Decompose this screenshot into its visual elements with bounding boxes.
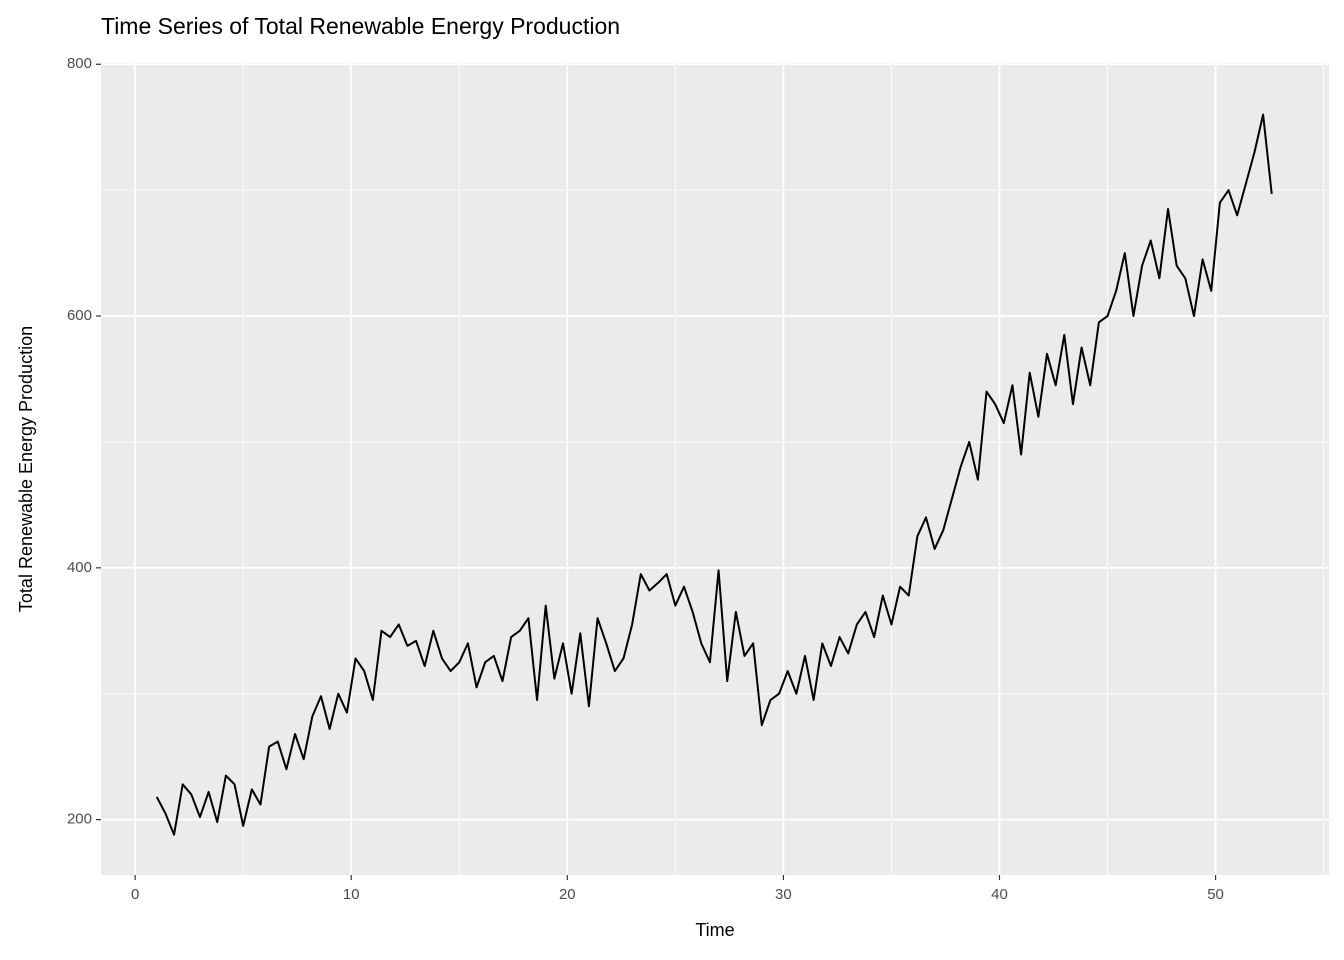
- y-tick-label: 800: [67, 55, 92, 72]
- y-tick-label: 600: [67, 307, 92, 324]
- y-axis-label: Total Renewable Energy Production: [16, 326, 36, 612]
- x-tick-label: 0: [131, 886, 139, 903]
- y-tick-label: 200: [67, 811, 92, 828]
- series-line: [155, 113, 1273, 836]
- x-tick-label: 10: [343, 886, 360, 903]
- x-tick-label: 20: [559, 886, 576, 903]
- panel: [101, 63, 1329, 875]
- x-axis-label: Time: [695, 920, 734, 940]
- chart-title: Time Series of Total Renewable Energy Pr…: [101, 13, 620, 39]
- x-tick-label: 50: [1207, 886, 1224, 903]
- y-tick-label: 400: [67, 559, 92, 576]
- x-tick-label: 30: [775, 886, 792, 903]
- x-tick-label: 40: [991, 886, 1008, 903]
